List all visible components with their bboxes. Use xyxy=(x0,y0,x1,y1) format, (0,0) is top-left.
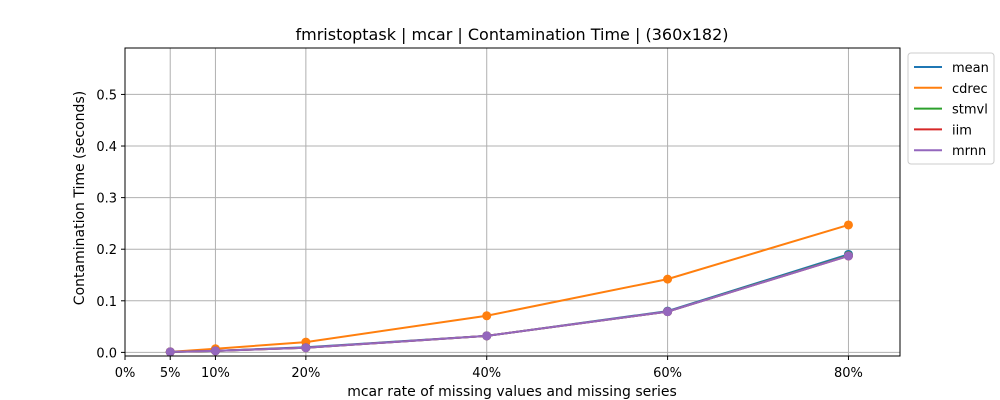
series-iim xyxy=(165,251,853,357)
data-point-mrnn xyxy=(301,343,311,353)
series-mrnn xyxy=(165,251,853,357)
legend: mean cdrec stmvl iim mrnn xyxy=(907,52,995,165)
series-mean xyxy=(165,249,853,357)
data-point-cdrec xyxy=(482,311,492,321)
data-point-mrnn xyxy=(482,331,492,341)
y-tick-label: 0.5 xyxy=(96,88,117,103)
x-tick-label: 80% xyxy=(834,366,863,381)
x-tick-label: 10% xyxy=(201,366,230,381)
x-tick-label: 40% xyxy=(472,366,501,381)
series-line-iim xyxy=(170,254,849,353)
series-line-cdrec xyxy=(170,224,849,353)
y-tick-label: 0.2 xyxy=(96,243,117,258)
data-point-mrnn xyxy=(663,307,673,317)
x-tick-label: 5% xyxy=(160,366,181,381)
data-point-mrnn xyxy=(165,347,175,357)
y-tick-label: 0.4 xyxy=(96,140,117,155)
legend-label-mrnn: mrnn xyxy=(952,144,986,159)
legend-label-stmvl: stmvl xyxy=(952,103,988,118)
x-tick-label: 0% xyxy=(115,366,136,381)
x-axis-label: mcar rate of missing values and missing … xyxy=(347,384,677,400)
y-axis-label: Contamination Time (seconds) xyxy=(72,91,88,305)
data-point-cdrec xyxy=(663,274,673,284)
data-point-mrnn xyxy=(210,346,220,356)
legend-label-mean: mean xyxy=(952,61,989,76)
series-line-mean xyxy=(170,253,849,353)
y-tick-label: 0.0 xyxy=(96,346,117,361)
axis-ticks: 0% 5% 10% 20% 40% 60% 80% 0.0 0.1 0.2 0.3 0.4 0.5 xyxy=(96,88,863,381)
series-line-stmvl xyxy=(170,254,849,353)
series-lines xyxy=(165,220,853,357)
x-tick-label: 20% xyxy=(291,366,320,381)
x-tick-label: 60% xyxy=(653,366,682,381)
y-tick-label: 0.1 xyxy=(96,295,117,310)
data-point-cdrec xyxy=(843,220,853,230)
chart-title: fmristoptask | mcar | Contamination Time… xyxy=(295,25,728,44)
legend-frame xyxy=(907,52,995,165)
series-line-mrnn xyxy=(170,254,849,353)
legend-label-iim: iim xyxy=(952,123,972,138)
series-cdrec xyxy=(165,220,853,357)
series-stmvl xyxy=(165,250,853,357)
data-point-mrnn xyxy=(843,251,853,261)
legend-label-cdrec: cdrec xyxy=(952,82,988,97)
y-tick-label: 0.3 xyxy=(96,192,117,207)
plot-frame xyxy=(124,47,901,357)
